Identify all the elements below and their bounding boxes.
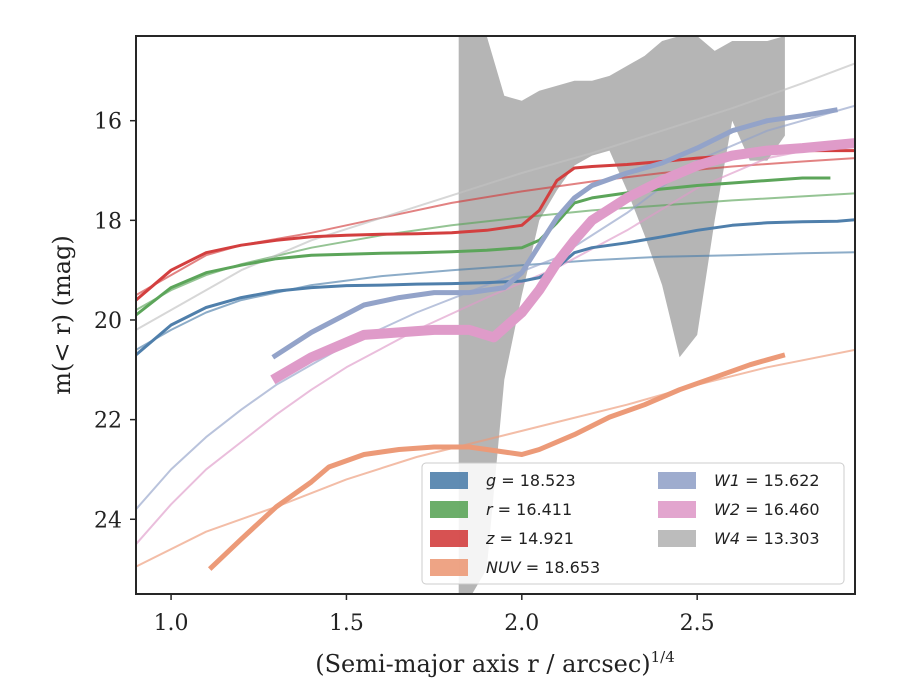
- series-g-data: [136, 218, 855, 357]
- x-tick-label: 1.0: [154, 611, 189, 636]
- series-r-data: [136, 176, 831, 317]
- legend-box: [421, 462, 845, 585]
- legend-swatch-w1: [658, 472, 696, 489]
- x-tick-label: 2.5: [680, 611, 715, 636]
- legend-swatch-z: [430, 530, 468, 547]
- y-tick-label: 22: [94, 409, 122, 434]
- series-w2-model: [136, 139, 855, 545]
- legend-label-g: g = 18.523: [486, 471, 576, 490]
- series-nuv-data: [207, 352, 786, 571]
- series-w1-data: [271, 107, 838, 360]
- legend-label-w1: W1 = 15.622: [714, 471, 820, 490]
- y-tick-label: 16: [94, 110, 122, 135]
- series-w4-model: [136, 62, 855, 331]
- series-g-model: [136, 251, 855, 351]
- band-w4: [458, 36, 785, 594]
- legend-swatch-g: [430, 472, 468, 489]
- x-tick-label: 1.5: [329, 611, 364, 636]
- plot-frame: [135, 35, 856, 595]
- axis-ticks: 1.0 1.5 2.0 2.5 16 18 20 22 24: [94, 110, 715, 636]
- y-tick-label: 24: [94, 508, 122, 533]
- legend-swatch-w2: [658, 501, 696, 518]
- legend-swatch-nuv: [430, 559, 468, 576]
- y-tick-label: 18: [94, 209, 122, 234]
- series-lines: [136, 62, 855, 571]
- legend-swatch-r: [430, 501, 468, 518]
- legend-label-nuv: NUV = 18.653: [486, 558, 600, 577]
- x-axis-label: (Semi-major axis r / arcsec)1/4: [315, 648, 675, 678]
- legend-label-w4: W4 = 13.303: [714, 529, 820, 548]
- series-nuv-model: [136, 348, 855, 568]
- legend: g = 18.523 r = 16.411 z = 14.921 NUV = 18.6…: [421, 462, 845, 585]
- y-tick-label: 20: [94, 309, 122, 334]
- legend-label-r: r = 16.411: [486, 500, 572, 519]
- series-r-model: [136, 192, 855, 311]
- x-tick-label: 2.0: [504, 611, 539, 636]
- series-z-model: [136, 157, 855, 296]
- series-w2-data: [270, 138, 855, 385]
- shaded-bands: [458, 36, 785, 594]
- legend-label-z: z = 14.921: [485, 529, 574, 548]
- y-axis-label: m(< r) (mag): [48, 235, 76, 394]
- legend-swatch-w4: [658, 530, 696, 547]
- legend-label-w2: W2 = 16.460: [714, 500, 820, 519]
